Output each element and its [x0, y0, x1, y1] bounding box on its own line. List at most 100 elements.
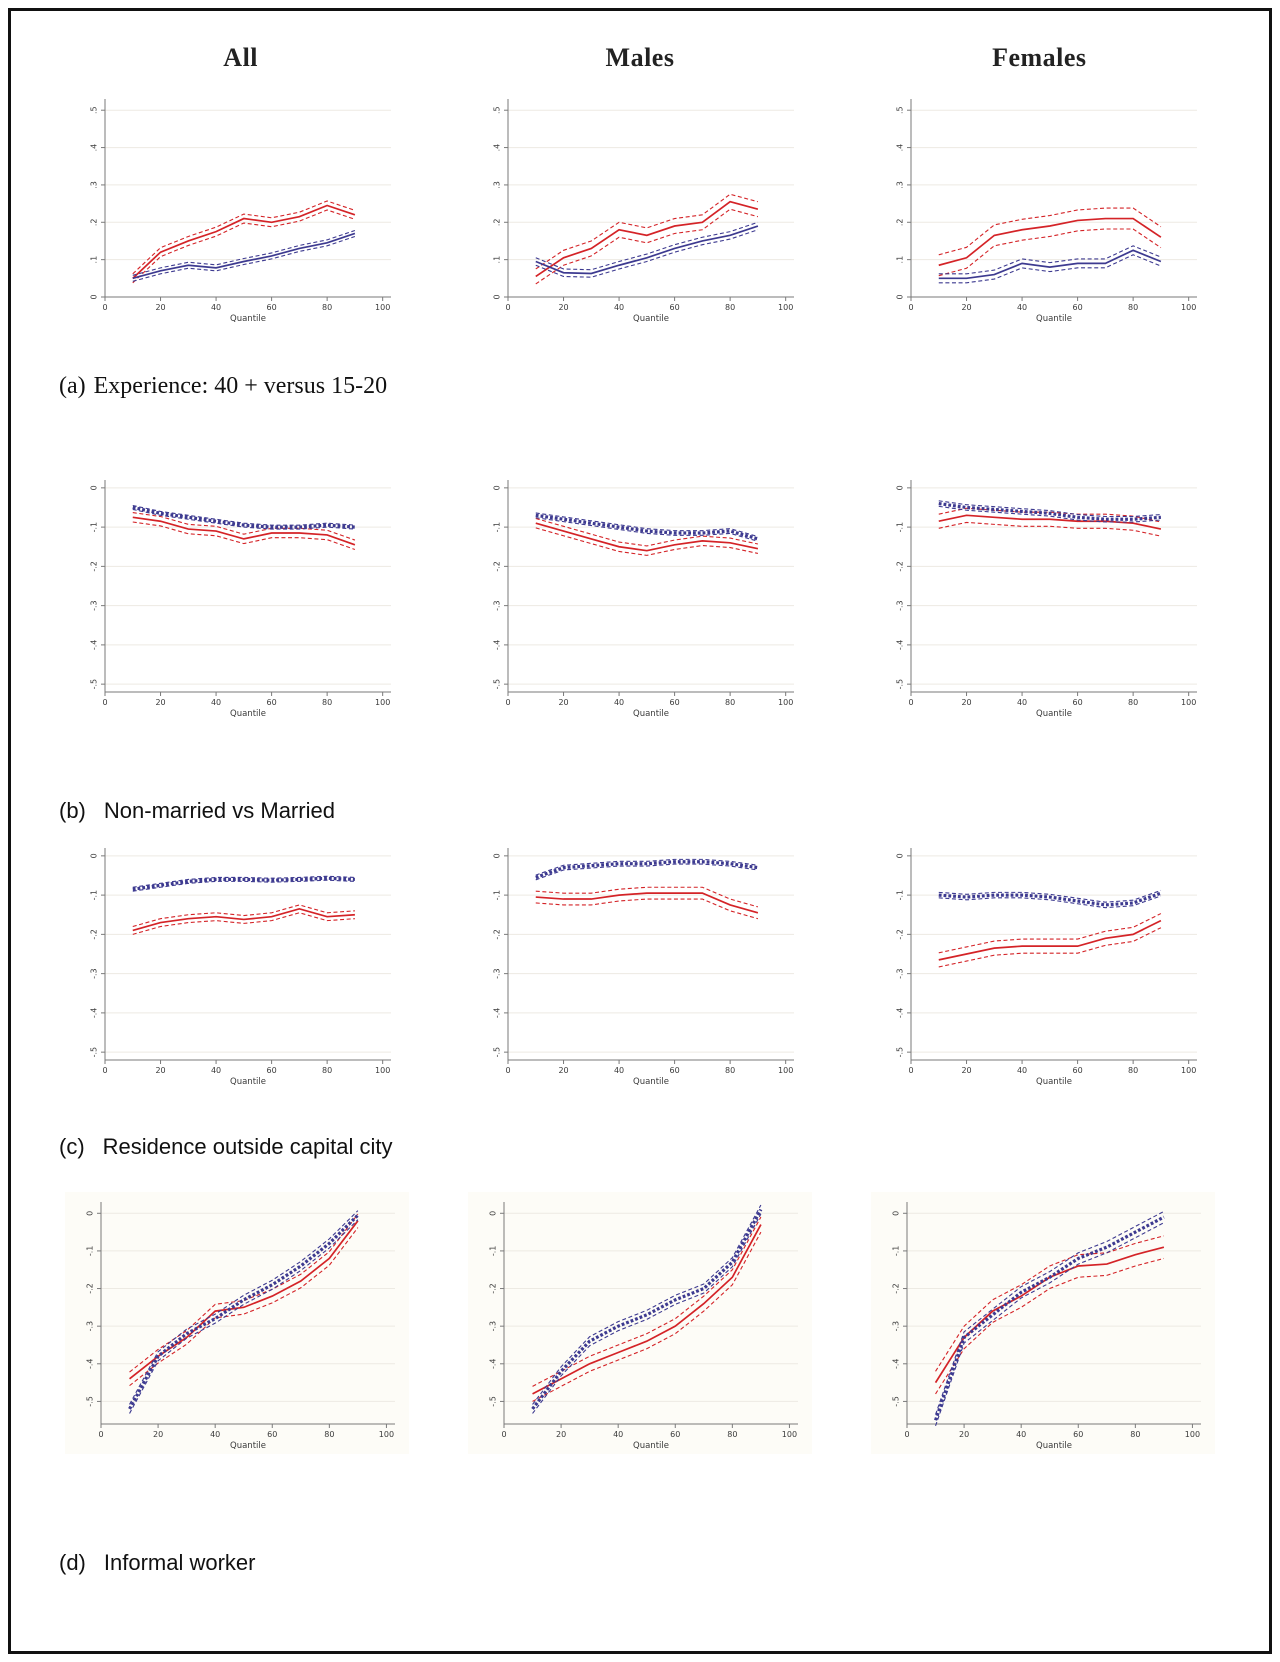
- caption-d: (d) Informal worker: [11, 1550, 1269, 1576]
- svg-text:-.1: -.1: [492, 890, 501, 901]
- svg-text:40: 40: [1016, 1430, 1026, 1439]
- svg-text:-.2: -.2: [492, 561, 501, 572]
- svg-text:-.3: -.3: [896, 600, 905, 611]
- chart-row-a: 0 .1 .2 .3 .4 .5 0 20 40 60 80 100 Quantile 0 .1 .2 .3.…: [11, 89, 1269, 327]
- column-header-males: Males: [605, 43, 675, 72]
- svg-text:80: 80: [322, 303, 332, 312]
- svg-text:0: 0: [896, 485, 905, 490]
- caption-d-label: (d): [59, 1550, 86, 1575]
- caption-c-text: Residence outside capital city: [102, 1134, 393, 1159]
- chart-d-males: 0 -.1 -.2 -.3 -.4 -.5 0 20 40 60 80 100 Quantile: [438, 1192, 841, 1454]
- svg-text:-.5: -.5: [892, 1396, 901, 1407]
- svg-text:80: 80: [1128, 698, 1138, 707]
- svg-text:-.5: -.5: [896, 679, 905, 690]
- svg-text:-.4: -.4: [89, 640, 98, 651]
- svg-text:-.3: -.3: [89, 968, 98, 979]
- chart-svg-c-males: 0 -.1 -.2 -.3 -.4 -.5 0 20 40 60 80 100 Quantile: [492, 848, 794, 1087]
- svg-text:.2: .2: [89, 218, 98, 226]
- svg-text:0: 0: [505, 698, 510, 707]
- svg-text:60: 60: [1073, 1066, 1083, 1075]
- svg-text:-.3: -.3: [89, 600, 98, 611]
- chart-svg-c-females: 0 -.1 -.2 -.3 -.4 -.5 0 20 40 60 80 100 Quantile: [896, 848, 1198, 1087]
- svg-text:60: 60: [266, 698, 276, 707]
- chart-svg-d-all: 0 -.1 -.2 -.3 -.4 -.5 0 20 40 60 80 100 Quantile: [64, 1192, 409, 1454]
- svg-text:-.5: -.5: [85, 1396, 94, 1407]
- svg-text:Quantile: Quantile: [230, 709, 266, 719]
- chart-b-females: 0 -.1 -.2 -.3 -.4 -.5 0 20 40 60 80 100 Quantile: [842, 470, 1245, 722]
- svg-text:40: 40: [211, 1066, 221, 1075]
- svg-text:-.3: -.3: [488, 1321, 497, 1332]
- svg-text:-.4: -.4: [488, 1359, 497, 1370]
- svg-text:100: 100: [1181, 303, 1196, 312]
- svg-text:40: 40: [614, 1066, 624, 1075]
- chart-svg-b-males: 0 -.1 -.2 -.3 -.4 -.5 0 20 40 60 80 100 Quantile: [492, 480, 794, 719]
- svg-text:Quantile: Quantile: [633, 1441, 669, 1451]
- svg-text:80: 80: [725, 1066, 735, 1075]
- svg-text:60: 60: [669, 303, 679, 312]
- svg-text:-.2: -.2: [488, 1283, 497, 1294]
- svg-text:-.2: -.2: [492, 929, 501, 940]
- svg-text:0: 0: [896, 853, 905, 858]
- svg-text:40: 40: [1017, 1066, 1027, 1075]
- svg-text:Quantile: Quantile: [230, 1441, 266, 1451]
- svg-text:Quantile: Quantile: [633, 1077, 669, 1087]
- svg-text:-.2: -.2: [89, 929, 98, 940]
- svg-text:0: 0: [89, 485, 98, 490]
- svg-text:-.1: -.1: [492, 522, 501, 533]
- svg-text:100: 100: [378, 1430, 393, 1439]
- chart-row-d: 0 -.1 -.2 -.3 -.4 -.5 0 20 40 60 80 100 Quantile 0 -.…: [11, 1192, 1269, 1454]
- svg-text:-.3: -.3: [892, 1321, 901, 1332]
- svg-text:.1: .1: [896, 256, 905, 264]
- svg-text:Quantile: Quantile: [1036, 1441, 1072, 1451]
- caption-b-text: Non-married vs Married: [103, 798, 335, 823]
- caption-b: (b) Non-married vs Married: [11, 798, 1269, 824]
- svg-text:0: 0: [505, 1066, 510, 1075]
- caption-a-text: Experience: 40 + versus 15-20: [93, 373, 388, 399]
- svg-text:40: 40: [211, 303, 221, 312]
- svg-text:100: 100: [1185, 1430, 1200, 1439]
- svg-text:-.1: -.1: [89, 522, 98, 533]
- svg-text:-.4: -.4: [89, 1008, 98, 1019]
- svg-text:80: 80: [322, 698, 332, 707]
- svg-text:.3: .3: [492, 181, 501, 189]
- svg-text:-.5: -.5: [89, 679, 98, 690]
- svg-text:.4: .4: [492, 144, 501, 152]
- svg-text:20: 20: [556, 1430, 566, 1439]
- svg-text:Quantile: Quantile: [230, 314, 266, 324]
- caption-a: (a) Experience: 40 + versus 15-20: [11, 373, 1269, 400]
- svg-text:0: 0: [905, 1430, 910, 1439]
- svg-text:-.5: -.5: [896, 1047, 905, 1058]
- svg-text:20: 20: [155, 698, 165, 707]
- svg-text:80: 80: [1131, 1430, 1141, 1439]
- svg-text:.2: .2: [896, 218, 905, 226]
- chart-svg-a-females: 0 .1 .2 .3 .4 .5 0 20 40 60 80 100 Quantile: [896, 99, 1198, 324]
- chart-a-males: 0 .1 .2 .3 .4 .5 0 20 40 60 80 100 Quantile: [438, 89, 841, 327]
- svg-text:-.1: -.1: [892, 1246, 901, 1257]
- svg-text:-.1: -.1: [896, 522, 905, 533]
- svg-text:0: 0: [102, 303, 107, 312]
- svg-text:100: 100: [1181, 1066, 1196, 1075]
- svg-text:80: 80: [322, 1066, 332, 1075]
- svg-text:20: 20: [962, 1066, 972, 1075]
- svg-text:0: 0: [892, 1211, 901, 1216]
- svg-text:-.1: -.1: [89, 890, 98, 901]
- svg-text:-.3: -.3: [896, 968, 905, 979]
- svg-text:0: 0: [909, 303, 914, 312]
- svg-text:40: 40: [1017, 698, 1027, 707]
- svg-text:-.2: -.2: [85, 1283, 94, 1294]
- svg-text:0: 0: [102, 1066, 107, 1075]
- chart-svg-b-all: 0 -.1 -.2 -.3 -.4 -.5 0 20 40 60 80 100 Quantile: [89, 480, 391, 719]
- svg-text:60: 60: [266, 1066, 276, 1075]
- svg-text:0: 0: [505, 303, 510, 312]
- svg-text:0: 0: [89, 853, 98, 858]
- svg-text:20: 20: [558, 1066, 568, 1075]
- svg-text:80: 80: [727, 1430, 737, 1439]
- svg-text:-.4: -.4: [492, 1008, 501, 1019]
- chart-row-b: 0 -.1 -.2 -.3 -.4 -.5 0 20 40 60 80 100 Quantile 0 -.…: [11, 470, 1269, 722]
- caption-b-label: (b): [59, 798, 86, 823]
- svg-text:60: 60: [266, 303, 276, 312]
- svg-text:-.2: -.2: [896, 561, 905, 572]
- svg-text:-.5: -.5: [488, 1396, 497, 1407]
- svg-text:.5: .5: [89, 106, 98, 114]
